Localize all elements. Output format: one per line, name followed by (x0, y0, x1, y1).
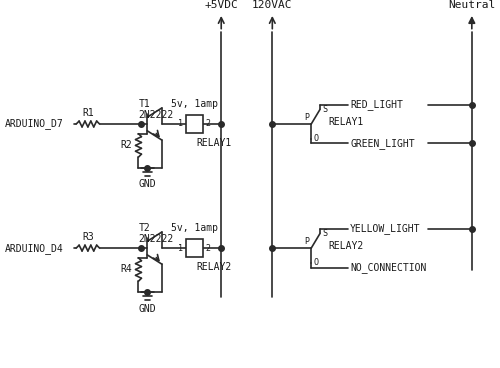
Text: +5VDC: +5VDC (204, 0, 238, 10)
Text: 5v, 1amp: 5v, 1amp (171, 99, 218, 109)
Text: 120VAC: 120VAC (252, 0, 292, 10)
Text: T1
2N2222: T1 2N2222 (138, 99, 173, 120)
Text: GND: GND (138, 180, 156, 190)
Text: O: O (313, 258, 318, 267)
Bar (186, 115, 203, 133)
Text: Neutral: Neutral (448, 0, 496, 10)
Text: ARDUINO_D4: ARDUINO_D4 (4, 243, 64, 254)
Text: R3: R3 (82, 232, 94, 242)
Text: ARDUINO_D7: ARDUINO_D7 (4, 118, 64, 130)
Text: RED_LIGHT: RED_LIGHT (350, 99, 403, 110)
Text: P: P (304, 237, 309, 246)
Text: 5v, 1amp: 5v, 1amp (171, 223, 218, 233)
Text: GND: GND (138, 304, 156, 314)
Text: S: S (322, 229, 327, 238)
Bar (186, 239, 203, 257)
Text: 2: 2 (205, 244, 210, 252)
Text: YELLOW_LIGHT: YELLOW_LIGHT (350, 223, 420, 234)
Text: R1: R1 (82, 108, 94, 118)
Text: 2: 2 (205, 120, 210, 128)
Text: 1: 1 (178, 120, 184, 128)
Text: O: O (313, 134, 318, 143)
Text: S: S (322, 105, 327, 114)
Text: T2
2N2222: T2 2N2222 (138, 223, 173, 244)
Text: RELAY1: RELAY1 (196, 138, 231, 148)
Text: RELAY2: RELAY2 (328, 241, 364, 251)
Text: RELAY1: RELAY1 (328, 117, 364, 127)
Text: NO_CONNECTION: NO_CONNECTION (350, 262, 426, 273)
Text: 1: 1 (178, 244, 184, 252)
Text: GREEN_LIGHT: GREEN_LIGHT (350, 138, 415, 149)
Text: R2: R2 (120, 141, 132, 151)
Text: R4: R4 (120, 265, 132, 275)
Text: RELAY2: RELAY2 (196, 262, 231, 272)
Text: P: P (304, 113, 309, 121)
